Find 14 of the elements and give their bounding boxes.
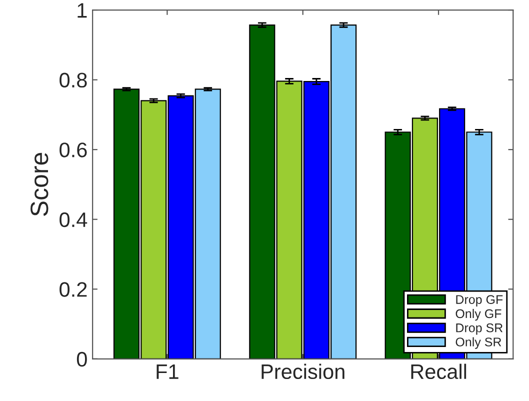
legend-label: Drop GF xyxy=(456,295,503,306)
y-tick-label: 0 xyxy=(76,352,87,367)
x-tick-label: Recall xyxy=(411,364,466,380)
y-tick-label: 0.4 xyxy=(60,212,88,228)
y-tick-label: 0.8 xyxy=(60,72,87,88)
legend-label: Drop SR xyxy=(456,323,503,335)
x-tick-label: F1 xyxy=(156,364,178,379)
legend-label: Only SR xyxy=(456,337,502,349)
x-tick-label: Precision xyxy=(262,364,344,380)
y-tick-label: 0.2 xyxy=(60,282,87,297)
legend-label: Only GF xyxy=(456,308,502,321)
y-tick-label: 0.6 xyxy=(60,142,87,158)
y-tick-label: 1 xyxy=(78,3,87,18)
y-axis-title: Score xyxy=(30,152,48,216)
